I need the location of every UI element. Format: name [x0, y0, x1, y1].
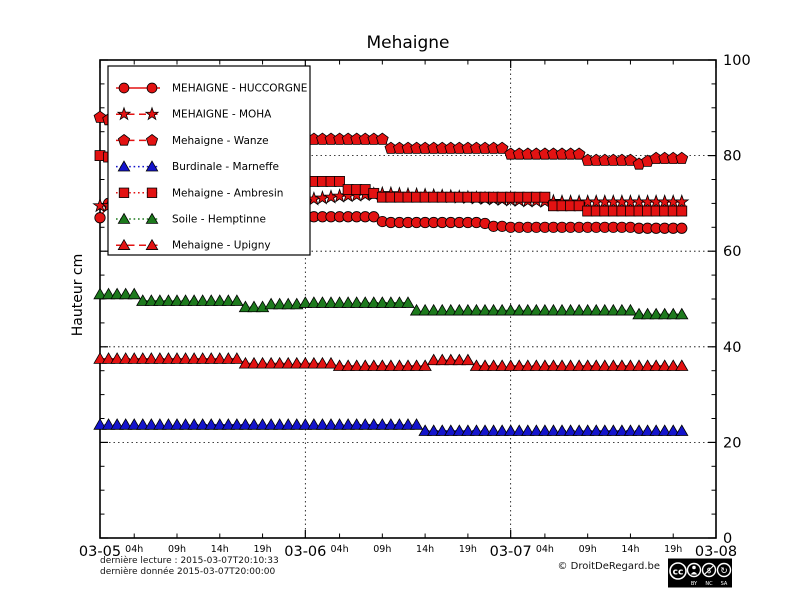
svg-text:NC: NC — [705, 581, 713, 587]
legend-item-label: Soile - Hemptinne — [172, 214, 266, 226]
x-tick-label: 03-07 — [490, 544, 532, 560]
svg-text:cc: cc — [673, 568, 684, 578]
series-soile-hemptinne — [93, 287, 689, 320]
legend: MEHAIGNE - HUCCORGNE MEHAIGNE - MOHA Mehai… — [107, 65, 311, 256]
legend-item-label: Mehaigne - Ambresin — [172, 187, 283, 199]
x-minor-tick-label: 19h — [254, 544, 272, 555]
footer-last-reading: dernière lecture : 2015-03-07T20:10:33 — [100, 556, 279, 566]
nc-icon: $ NC — [701, 562, 717, 587]
y-tick-label: 20 — [723, 435, 741, 451]
x-minor-tick-label: 09h — [373, 544, 391, 555]
x-axis: 03-05 03-06 03-07 03-08 04h 09h 14h 19h 04h 09h 14… — [79, 60, 737, 560]
x-tick-label: 03-08 — [695, 544, 737, 560]
legend-item-label: Burdinale - Marneffe — [172, 161, 279, 173]
series-mehaigne-upigny — [93, 352, 689, 371]
y-tick-label: 80 — [723, 149, 741, 165]
x-minor-tick-label: 04h — [331, 544, 349, 555]
legend-item-label: MEHAIGNE - HUCCORGNE — [172, 83, 307, 95]
legend-item-mehaigne-upigny: Mehaigne - Upigny — [116, 238, 271, 252]
svg-text:SA: SA — [721, 581, 728, 587]
y-axis-label: Hauteur cm — [70, 253, 86, 337]
x-minor-tick-label: 04h — [125, 544, 143, 555]
y-tick-label: 0 — [723, 531, 732, 547]
svg-text:BY: BY — [691, 581, 698, 587]
legend-item-mehaigne-moha: MEHAIGNE - MOHA — [116, 106, 272, 121]
legend-item-burdinale-marneffe: Burdinale - Marneffe — [116, 160, 279, 173]
series-burdinale-marneffe — [93, 418, 689, 436]
x-minor-tick-label: 14h — [416, 544, 434, 555]
legend-item-label: Mehaigne - Wanze — [172, 135, 269, 147]
chart-title: Mehaigne — [366, 33, 450, 53]
x-minor-tick-label: 14h — [211, 544, 229, 555]
sa-icon: ↻ SA — [716, 562, 732, 587]
legend-item-soile-hemptinne: Soile - Hemptinne — [116, 212, 266, 226]
x-minor-tick-label: 09h — [168, 544, 186, 555]
x-tick-label: 03-05 — [79, 544, 121, 560]
y-axis: 0 20 40 60 80 100 — [100, 53, 751, 547]
y-tick-label: 40 — [723, 340, 741, 356]
y-tick-label: 100 — [723, 53, 751, 69]
x-minor-tick-label: 09h — [579, 544, 597, 555]
legend-item-label: MEHAIGNE - MOHA — [172, 109, 272, 121]
cc-icon: cc — [669, 562, 687, 580]
x-minor-tick-label: 04h — [536, 544, 554, 555]
x-minor-tick-label: 19h — [664, 544, 682, 555]
x-minor-tick-label: 19h — [459, 544, 477, 555]
x-minor-tick-label: 14h — [621, 544, 639, 555]
y-tick-label: 60 — [723, 244, 741, 260]
cc-license-badge: cc BY $ NC ↻ SA — [668, 558, 732, 588]
by-icon: BY — [686, 562, 702, 587]
legend-item-mehaigne-wanze: Mehaigne - Wanze — [116, 134, 269, 147]
x-tick-label: 03-06 — [284, 544, 326, 560]
legend-item-mehaigne-ambresin: Mehaigne - Ambresin — [116, 187, 283, 199]
svg-text:↻: ↻ — [720, 567, 728, 577]
copyright-credit: © DroitDeRegard.be — [557, 561, 660, 572]
legend-item-mehaigne-huccorgne: MEHAIGNE - HUCCORGNE — [116, 83, 307, 95]
legend-item-label: Mehaigne - Upigny — [172, 240, 271, 252]
footer-last-data: dernière donnée 2015-03-07T20:00:00 — [100, 567, 276, 577]
